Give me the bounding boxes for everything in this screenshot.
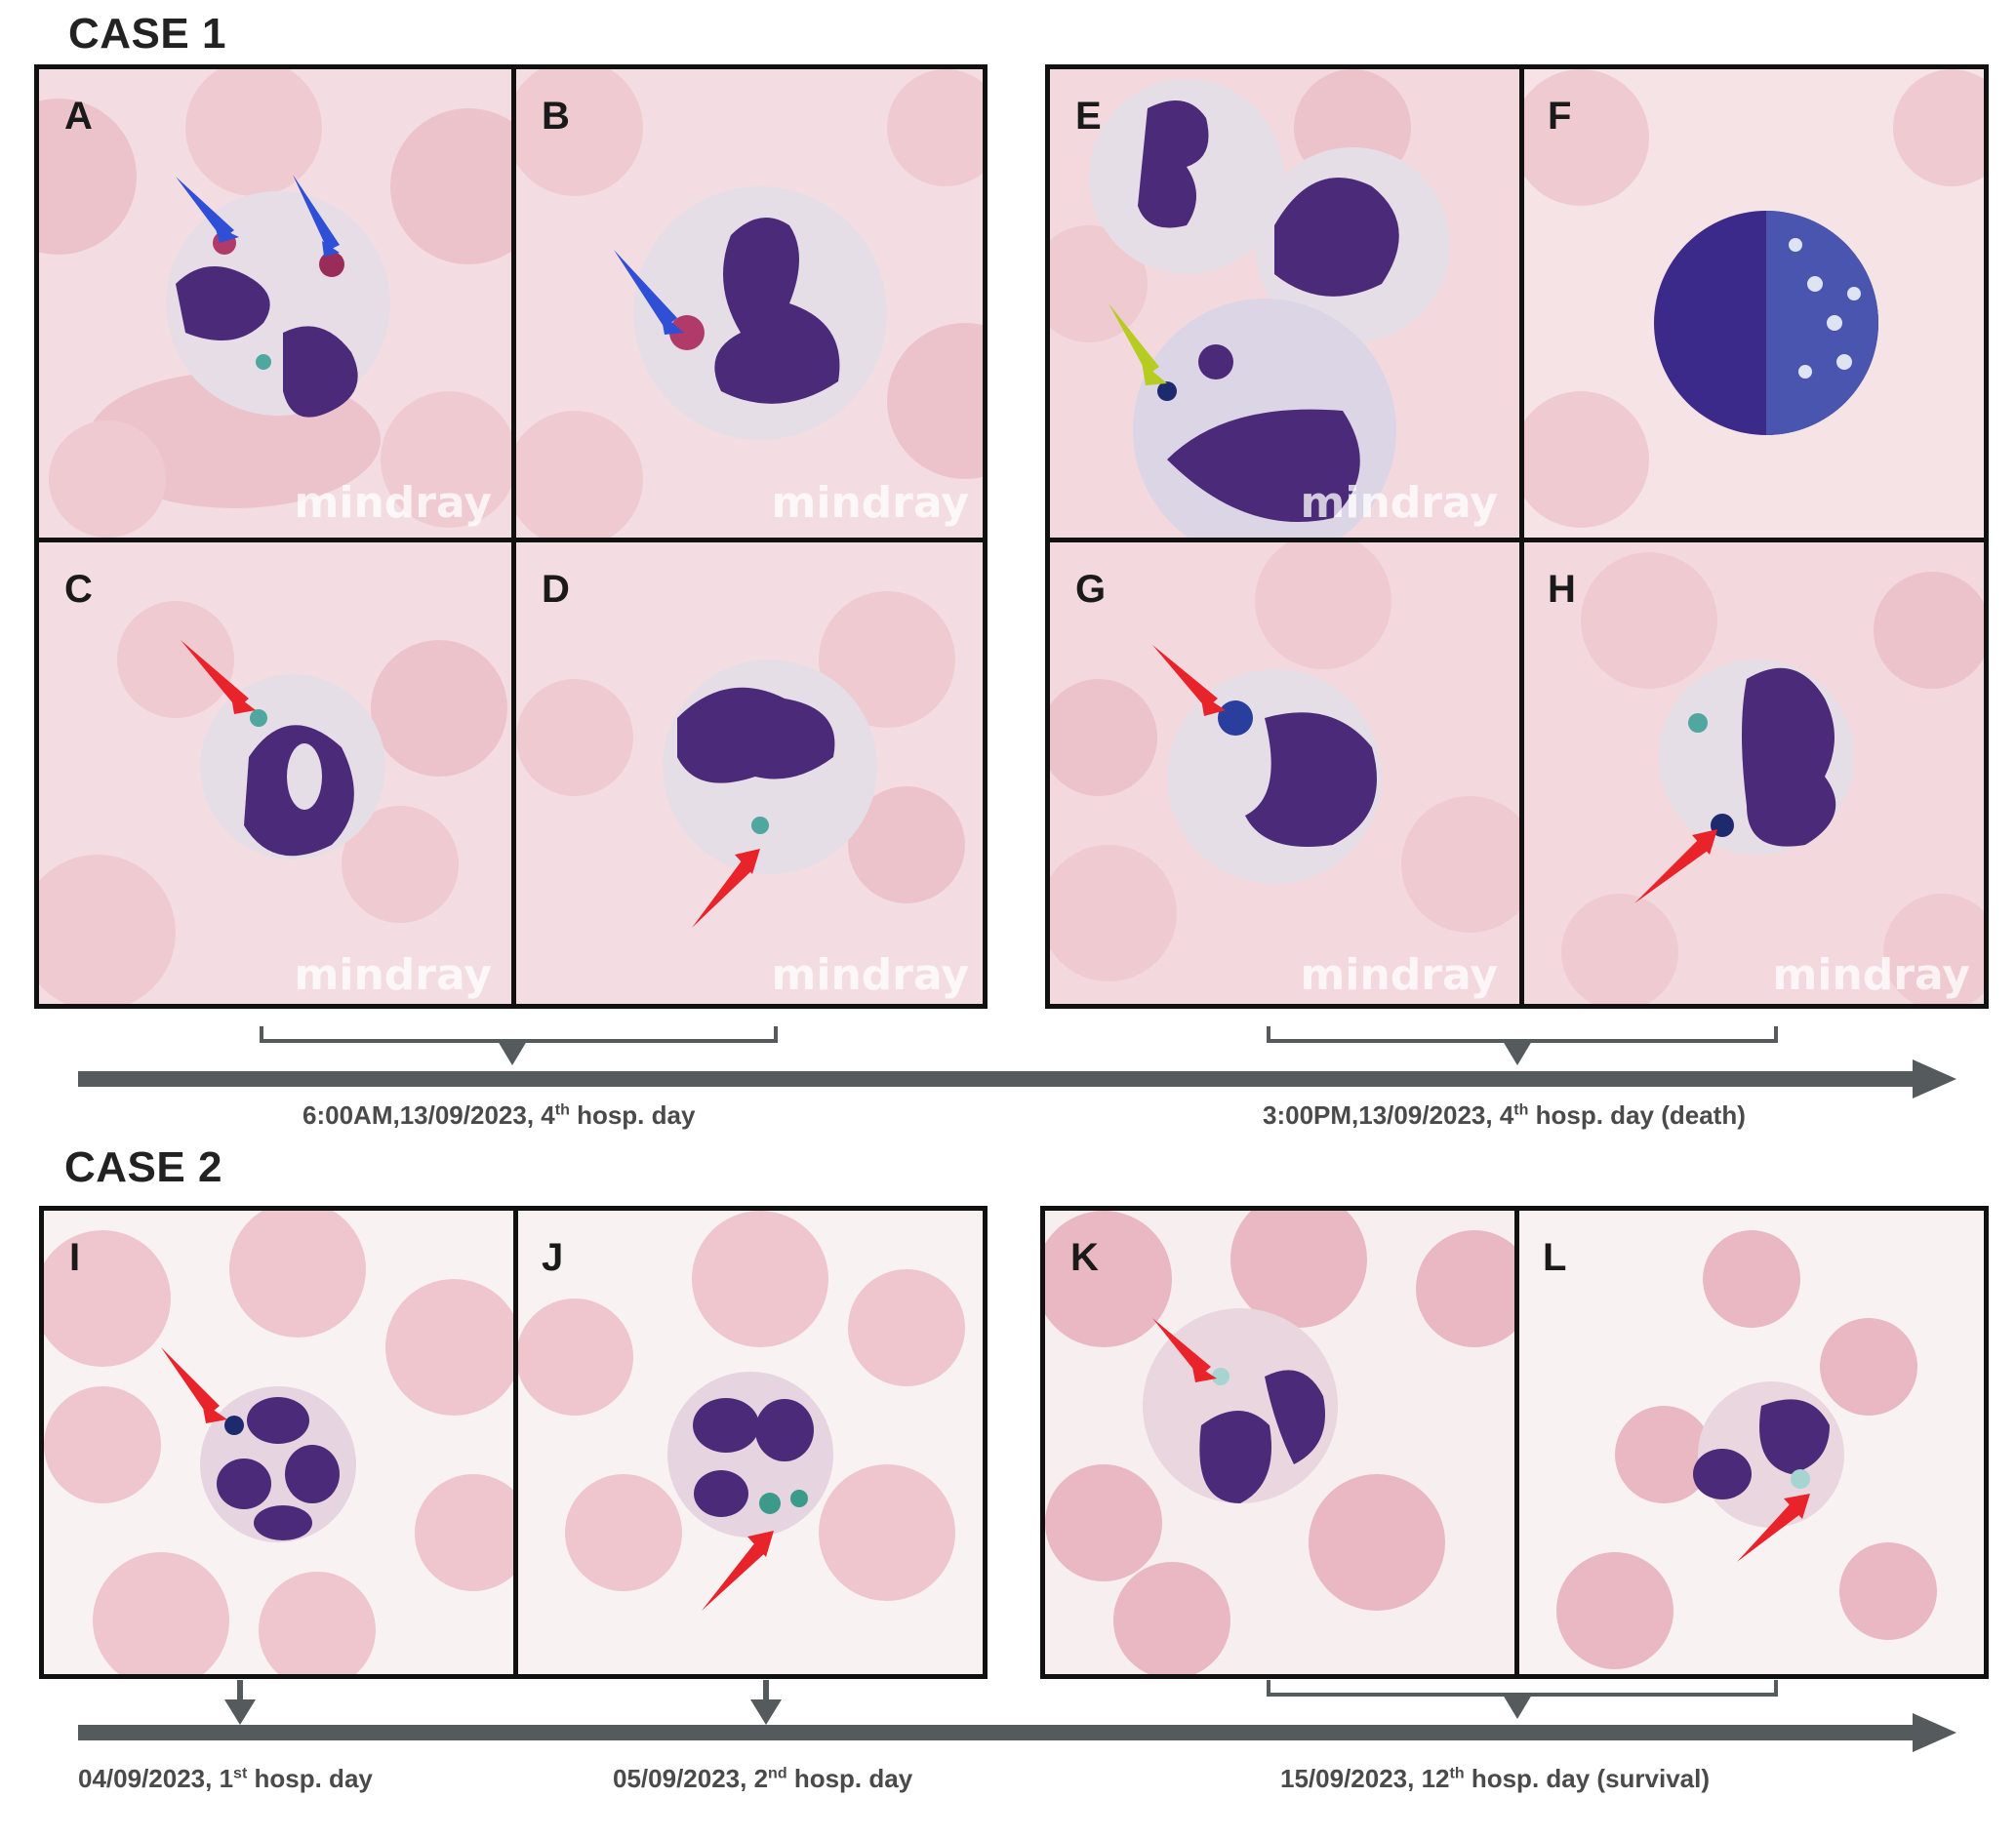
panel-divider bbox=[511, 69, 516, 1004]
panel-label: A bbox=[64, 95, 93, 138]
panel-divider bbox=[1519, 69, 1524, 1004]
panel-divider bbox=[513, 1211, 518, 1674]
panel-f-micrograph bbox=[1522, 69, 1984, 528]
case-1-group-early: A mindray B mindray bbox=[34, 64, 988, 1009]
mindray-watermark: mindray bbox=[771, 478, 969, 528]
timeline-arrow-head-2 bbox=[1913, 1713, 1956, 1752]
case-2-group-late: K L bbox=[1040, 1206, 1989, 1679]
panel-a: A mindray bbox=[39, 69, 515, 541]
panel-h: H mindray bbox=[1522, 542, 1984, 1004]
pointer-stem-j bbox=[763, 1680, 769, 1699]
bracket-early bbox=[260, 1026, 778, 1043]
panel-label: K bbox=[1070, 1236, 1099, 1279]
panel-label: C bbox=[64, 568, 93, 611]
mindray-watermark: mindray bbox=[1300, 478, 1498, 528]
mindray-watermark: mindray bbox=[771, 950, 969, 1000]
mindray-watermark: mindray bbox=[294, 478, 492, 528]
panel-divider bbox=[1514, 1211, 1519, 1674]
panel-a-micrograph bbox=[39, 69, 515, 538]
pointer-j bbox=[750, 1699, 782, 1725]
case-2-title: CASE 2 bbox=[64, 1143, 222, 1191]
panel-h-micrograph bbox=[1561, 552, 1984, 1004]
panel-label: F bbox=[1548, 95, 1572, 138]
timeline-arrow-shaft bbox=[78, 1071, 1932, 1087]
panel-g-micrograph bbox=[1050, 542, 1521, 981]
panel-d-micrograph bbox=[516, 591, 965, 928]
panel-l-micrograph bbox=[1556, 1230, 1937, 1669]
timeline-label-c2-kl: 15/09/2023, 12th hosp. day (survival) bbox=[1280, 1764, 1711, 1793]
panel-d: D mindray bbox=[516, 542, 983, 1004]
bracket-case2-pointer bbox=[1503, 1695, 1532, 1719]
panel-e-micrograph bbox=[1050, 69, 1450, 541]
bracket-early-pointer bbox=[498, 1041, 527, 1065]
case-1-title: CASE 1 bbox=[68, 10, 226, 58]
pointer-stem-i bbox=[237, 1680, 243, 1699]
panel-c: C mindray bbox=[39, 542, 515, 1004]
bracket-late bbox=[1267, 1026, 1778, 1043]
panel-divider bbox=[1050, 538, 1984, 542]
panel-label: D bbox=[542, 568, 570, 611]
panel-k: K bbox=[1045, 1211, 1516, 1674]
panel-j-micrograph bbox=[516, 1211, 965, 1611]
panel-f: F bbox=[1522, 69, 1984, 541]
panel-i-micrograph bbox=[44, 1211, 515, 1674]
mindray-watermark: mindray bbox=[1772, 950, 1970, 1000]
timeline-label-c1-early: 6:00AM,13/09/2023, 4th hosp. day bbox=[302, 1100, 696, 1130]
bracket-case2 bbox=[1267, 1680, 1778, 1697]
panel-c-micrograph bbox=[39, 601, 507, 1004]
panel-i: I bbox=[44, 1211, 515, 1674]
timeline-label-c1-late: 3:00PM,13/09/2023, 4th hosp. day (death) bbox=[1263, 1100, 1746, 1130]
pointer-i bbox=[224, 1699, 256, 1725]
case-2-group-early: I J bbox=[39, 1206, 988, 1679]
panel-j: J bbox=[516, 1211, 983, 1674]
panel-divider bbox=[39, 538, 983, 542]
timeline-label-c2-j: 05/09/2023, 2nd hosp. day bbox=[613, 1764, 913, 1793]
timeline-label-c2-i: 04/09/2023, 1st hosp. day bbox=[78, 1764, 373, 1793]
panel-k-micrograph bbox=[1045, 1211, 1516, 1674]
case-1-group-late: E mindray F bbox=[1045, 64, 1989, 1009]
bracket-late-pointer bbox=[1503, 1041, 1532, 1065]
panel-label: J bbox=[542, 1236, 564, 1279]
panel-label: G bbox=[1075, 568, 1107, 611]
panel-label: H bbox=[1548, 568, 1576, 611]
panel-label: L bbox=[1543, 1236, 1567, 1279]
mindray-watermark: mindray bbox=[1300, 950, 1498, 1000]
timeline-arrow-head bbox=[1913, 1059, 1956, 1099]
panel-g: G mindray bbox=[1050, 542, 1521, 1004]
panel-label: B bbox=[542, 95, 570, 138]
panel-label: E bbox=[1075, 95, 1102, 138]
panel-b-micrograph bbox=[516, 69, 983, 541]
panel-b: B mindray bbox=[516, 69, 983, 541]
panel-label: I bbox=[69, 1236, 81, 1279]
panel-e: E mindray bbox=[1050, 69, 1521, 541]
panel-l: L bbox=[1517, 1211, 1984, 1674]
timeline-arrow-shaft-2 bbox=[78, 1725, 1932, 1740]
mindray-watermark: mindray bbox=[294, 950, 492, 1000]
